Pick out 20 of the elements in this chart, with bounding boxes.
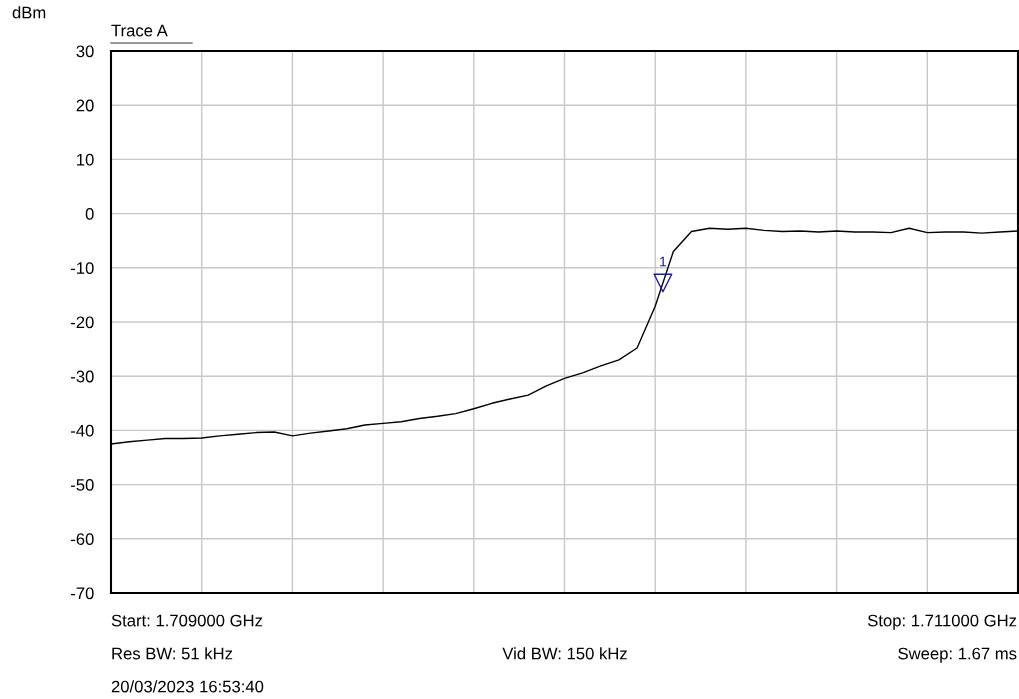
y-tick-label: -30 <box>70 370 94 383</box>
y-tick-label: -10 <box>70 262 94 274</box>
y-tick-label: 10 <box>77 153 94 166</box>
y-tick-label: -20 <box>70 316 94 329</box>
text: Vid BW: 150 kHz <box>502 647 627 660</box>
text: Stop: 1.711000 GHz <box>867 614 1017 630</box>
text: Sweep: 1.67 ms <box>898 647 1017 663</box>
y-tick-label: -60 <box>70 533 94 545</box>
y-tick-label: -50 <box>70 479 94 491</box>
text: Start: 1.709000 GHz <box>111 614 263 627</box>
annotation: 1 <box>660 256 667 267</box>
y-tick-label: -70 <box>70 587 94 600</box>
y-axis-title: dBm <box>12 6 46 19</box>
y-tick-label: -40 <box>70 424 94 437</box>
text: 20/03/2023 16:53:40 <box>111 680 264 693</box>
y-tick-label: 20 <box>76 99 94 112</box>
text: Res BW: 51 kHz <box>112 647 233 660</box>
y-tick-label: 0 <box>85 208 94 220</box>
y-tick-label: 30 <box>76 45 94 58</box>
chart-title: Trace A <box>111 24 168 37</box>
